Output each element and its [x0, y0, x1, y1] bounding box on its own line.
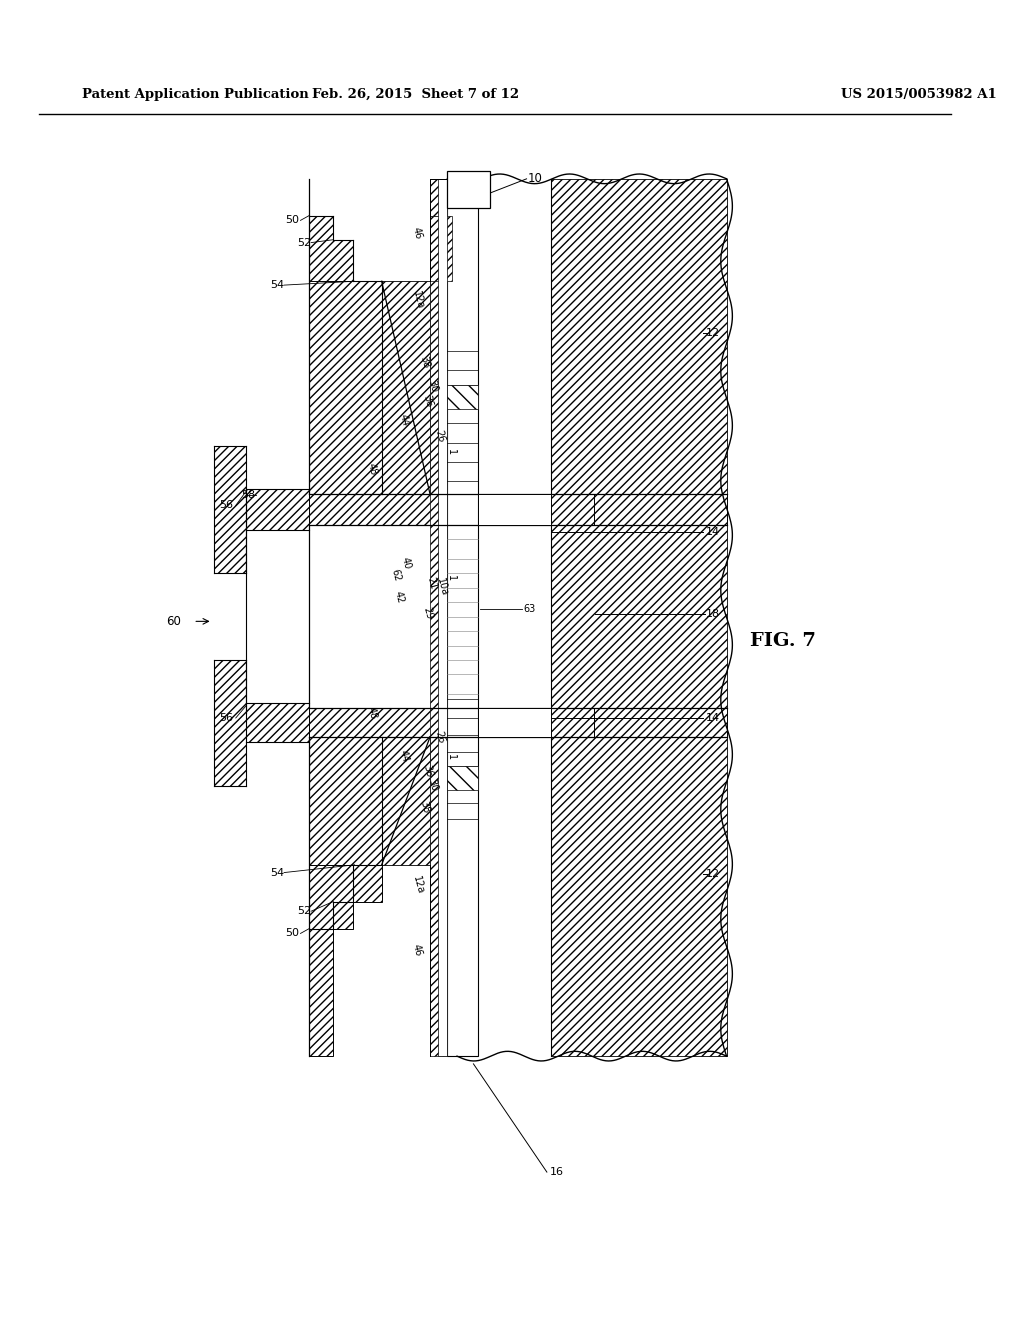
Text: 54: 54: [270, 867, 285, 878]
Text: 44: 44: [397, 413, 411, 428]
Text: 52: 52: [297, 907, 311, 916]
Polygon shape: [309, 178, 382, 494]
Text: 14: 14: [706, 528, 720, 537]
Text: 36: 36: [422, 393, 434, 408]
Text: 10a: 10a: [435, 577, 450, 598]
Text: 40: 40: [399, 556, 413, 570]
Text: 46: 46: [411, 942, 424, 957]
Polygon shape: [309, 738, 382, 1056]
Bar: [447, 767, 478, 791]
Text: 44: 44: [397, 750, 411, 764]
Bar: [214, 446, 247, 573]
Polygon shape: [382, 281, 430, 494]
Text: 21: 21: [425, 576, 438, 590]
Text: 60: 60: [167, 615, 181, 628]
Text: 48: 48: [366, 706, 379, 721]
Polygon shape: [309, 494, 727, 525]
Text: 38: 38: [419, 800, 431, 814]
Text: 29: 29: [422, 606, 434, 620]
Text: 50: 50: [285, 215, 299, 226]
Bar: [551, 178, 727, 494]
Bar: [447, 384, 478, 409]
Bar: [247, 488, 309, 529]
Text: 12a: 12a: [412, 875, 426, 895]
Text: 52: 52: [297, 238, 311, 248]
Polygon shape: [382, 738, 430, 865]
Text: 56: 56: [219, 500, 233, 511]
Text: 26: 26: [433, 730, 446, 744]
Bar: [430, 178, 447, 215]
Bar: [551, 525, 727, 709]
Text: 1: 1: [446, 449, 457, 455]
Text: 36: 36: [422, 764, 434, 779]
Polygon shape: [309, 709, 727, 738]
Text: 1: 1: [446, 574, 457, 581]
Text: 12: 12: [706, 870, 720, 879]
Text: 16: 16: [550, 1167, 563, 1177]
Bar: [430, 215, 453, 281]
Bar: [478, 709, 551, 738]
Text: 12: 12: [706, 329, 720, 338]
Text: 12a: 12a: [412, 289, 426, 310]
Polygon shape: [309, 281, 382, 494]
Bar: [214, 660, 247, 785]
Text: Feb. 26, 2015  Sheet 7 of 12: Feb. 26, 2015 Sheet 7 of 12: [312, 88, 519, 102]
Text: 26: 26: [433, 429, 446, 444]
Bar: [478, 494, 551, 525]
Text: 42: 42: [392, 590, 406, 605]
Text: 30: 30: [426, 379, 439, 393]
Text: 58: 58: [242, 490, 255, 500]
Text: 63: 63: [523, 603, 536, 614]
Text: 46: 46: [411, 226, 424, 240]
Text: 30: 30: [426, 779, 439, 793]
Text: 1: 1: [446, 754, 457, 760]
Text: US 2015/0053982 A1: US 2015/0053982 A1: [841, 88, 996, 102]
Text: 54: 54: [270, 280, 285, 290]
Bar: [430, 178, 447, 1056]
Text: 50: 50: [285, 928, 299, 939]
Text: FIG. 7: FIG. 7: [750, 632, 815, 649]
Text: 38: 38: [419, 355, 431, 370]
Bar: [247, 704, 309, 742]
Text: 10: 10: [527, 173, 543, 185]
Polygon shape: [309, 738, 382, 865]
Bar: [447, 172, 489, 207]
Bar: [551, 738, 727, 1056]
Text: 56: 56: [219, 713, 233, 723]
Text: 18: 18: [706, 609, 720, 619]
Text: 14: 14: [706, 713, 720, 723]
Bar: [437, 178, 447, 1056]
Text: 48: 48: [366, 462, 379, 477]
Text: 62: 62: [390, 568, 402, 582]
Text: Patent Application Publication: Patent Application Publication: [82, 88, 309, 102]
Bar: [447, 178, 478, 1056]
